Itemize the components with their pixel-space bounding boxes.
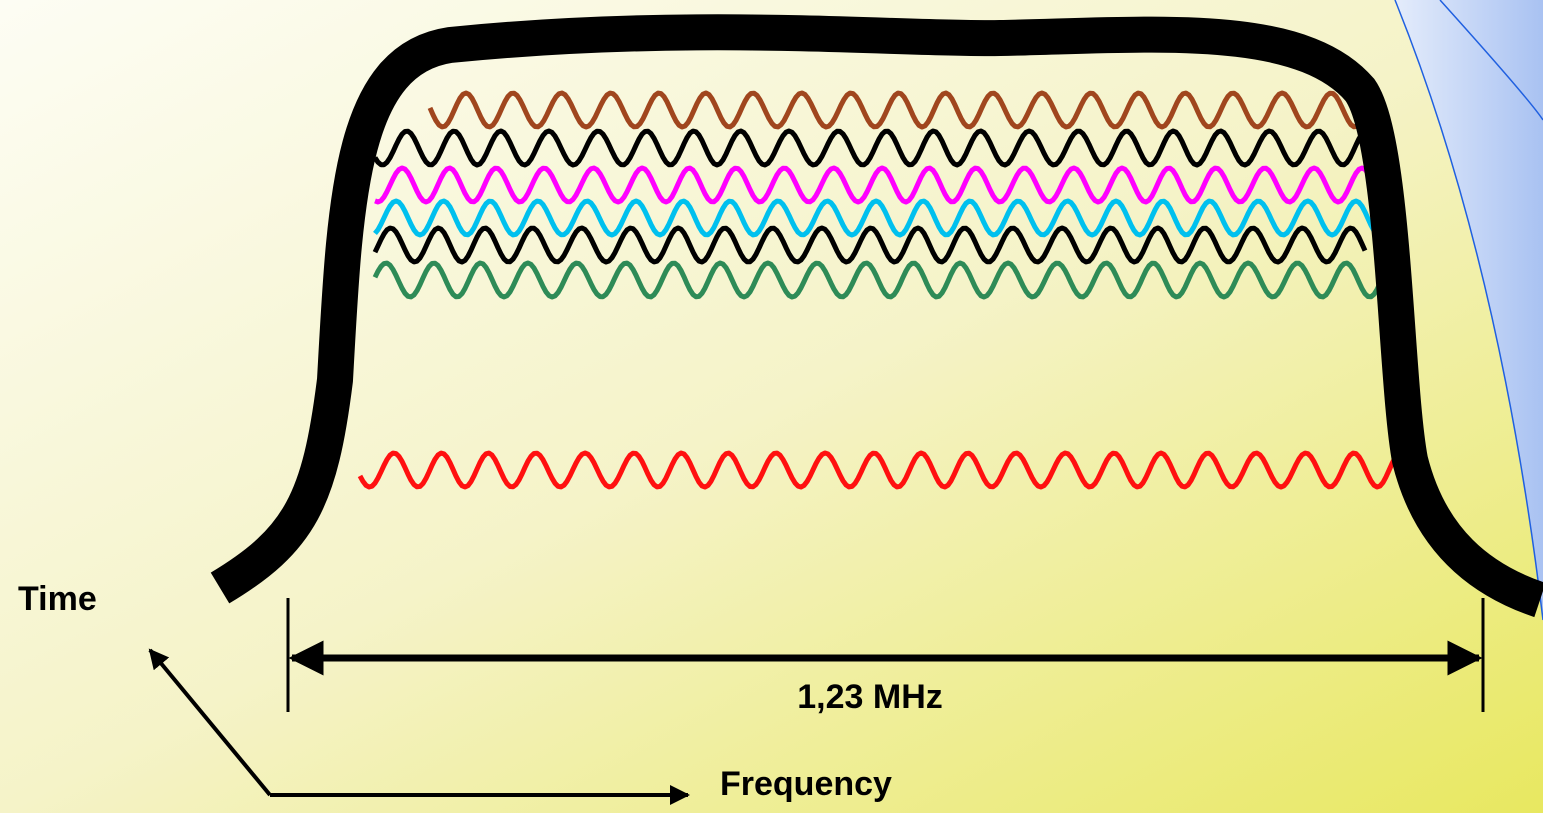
spectrum-envelope [210, 14, 1543, 618]
bandwidth-label: 1,23 MHz [797, 678, 943, 716]
frequency-label: Frequency [720, 765, 892, 803]
signal-wave [374, 165, 1383, 205]
signal-wave [373, 198, 1381, 238]
signal-wave [427, 90, 1362, 130]
signal-waves [357, 90, 1413, 490]
signal-wave [372, 260, 1383, 300]
panel-edge [1394, 0, 1543, 621]
panel-edge [1439, 0, 1543, 121]
signal-wave [372, 225, 1368, 265]
time-axis [148, 648, 272, 797]
time-label: Time [18, 580, 97, 618]
blue-panel [1395, 0, 1543, 620]
signal-wave [372, 128, 1367, 168]
signal-wave [357, 450, 1413, 490]
